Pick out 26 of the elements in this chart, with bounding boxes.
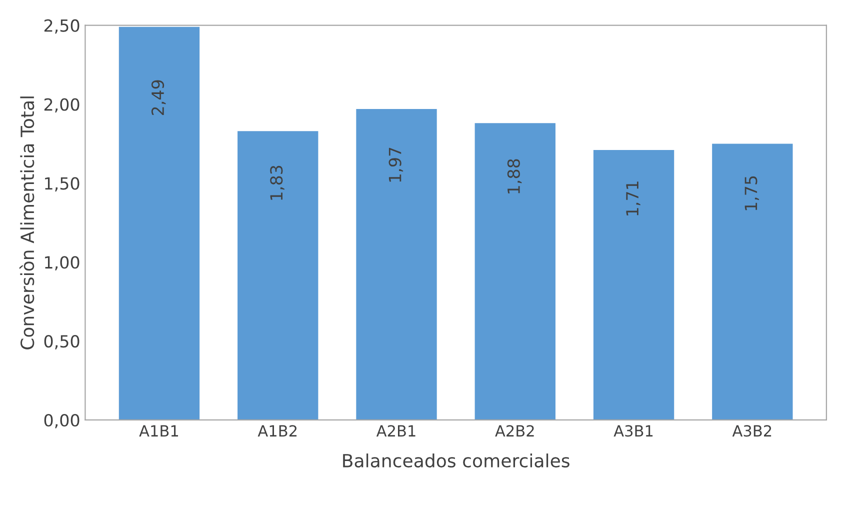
data-label: 1,75 (744, 176, 759, 210)
bar (238, 131, 318, 420)
data-label: 1,97 (388, 148, 404, 182)
data-label: 1,71 (626, 182, 640, 216)
x-tick-label: A3B2 (732, 425, 772, 437)
x-tick-label: A1B2 (258, 425, 297, 436)
data-label: 1,83 (270, 166, 284, 200)
x-tick-label: A1B1 (139, 425, 178, 436)
data-label: 1,88 (507, 159, 522, 194)
y-tick-label: 0,00 (44, 414, 80, 428)
bar (712, 144, 793, 420)
y-tick-label: 1,00 (45, 256, 80, 270)
bar (118, 26, 200, 420)
y-tick-label: 2,00 (44, 98, 80, 113)
bar (474, 123, 556, 420)
y-tick-label: 1,50 (45, 177, 80, 192)
data-label: 2,49 (151, 80, 166, 115)
y-tick-label: 0,50 (44, 335, 80, 350)
x-tick-label: A3B1 (614, 425, 653, 437)
x-tick-label: A2B2 (495, 425, 534, 436)
y-tick-label: 2,50 (44, 19, 80, 34)
y-axis-title: Conversiòn Alimenticia Total (19, 96, 34, 350)
bar (356, 108, 437, 420)
x-axis-title: Balanceados comerciales (343, 454, 570, 468)
bar (593, 150, 674, 420)
x-tick-label: A2B1 (376, 425, 416, 436)
